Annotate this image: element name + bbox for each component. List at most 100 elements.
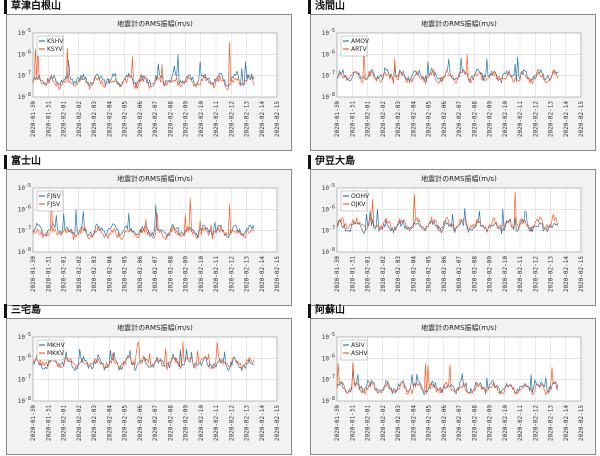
y-tick-label: 10-8 [322, 247, 335, 256]
seismic-rms-chart: 地震計のRMS振幅(m/s) 10-5 10-6 10-7 10-82020-01-30… [322, 174, 585, 293]
x-tick-label: 2020-02-04 [106, 405, 113, 442]
panel-asama: 浅間山 地震計のRMS振幅(m/s) 10-5 10-6 10-7 10-8 2020-0… [304, 0, 600, 152]
y-tick-label: 10-7 [18, 226, 31, 235]
legend-label: OJKV [351, 201, 366, 208]
y-tick-label: 10-5 [18, 28, 31, 37]
x-tick-label: 2020-02-14 [563, 405, 570, 442]
x-tick-label: 2020-02-04 [410, 101, 417, 138]
panel-title: 三宅島 [4, 304, 291, 318]
series-line-artv [336, 47, 559, 85]
x-tick-label: 2020-02-02 [380, 256, 387, 293]
x-tick-label: 2020-02-02 [76, 256, 83, 293]
x-tick-label: 2020-02-08 [167, 101, 174, 138]
x-tick-label: 2020-02-07 [152, 101, 159, 138]
legend-label: KSYV [47, 46, 63, 53]
x-tick-label: 2020-02-09 [183, 256, 190, 293]
y-tick-label: 10-8 [322, 396, 335, 405]
legend-label: MKHV [47, 342, 66, 349]
seismic-rms-chart: 地震計のRMS振幅(m/s) 10-5 10-6 10-7 10-82020-01-30… [322, 323, 585, 442]
x-tick-label: 2020-02-04 [410, 405, 417, 442]
y-tick-label: 10-5 [322, 332, 335, 341]
chart-frame: 地震計のRMS振幅(m/s) 10-5 10-6 10-7 10-8 2020-01-30… [310, 169, 596, 306]
x-tick-label: 2020-02-05 [122, 405, 129, 442]
x-tick-label: 2020-02-13 [244, 101, 251, 138]
x-tick-label: 2020-02-01 [365, 256, 372, 293]
x-tick-label: 2020-02-02 [76, 405, 83, 442]
x-tick-label: 2020-02-13 [548, 101, 555, 138]
x-tick-label: 2020-02-10 [198, 256, 205, 293]
panel-aso: 阿蘇山 地震計のRMS振幅(m/s) 10-5 10-6 10-7 10-8 2020-0… [304, 304, 600, 456]
x-tick-label: 2020-02-15 [274, 256, 281, 293]
y-tick-label: 10-5 [18, 332, 31, 341]
y-tick-label: 10-6 [18, 353, 31, 362]
seismic-rms-chart: 地震計のRMS振幅(m/s) 10-5 10-6 10-7 10-82020-01-30… [322, 19, 585, 138]
panel-title: 浅間山 [308, 0, 595, 14]
x-tick-label: 2020-02-03 [91, 101, 98, 138]
x-tick-label: 2020-02-05 [426, 256, 433, 293]
series-line-oohv [336, 207, 559, 235]
x-tick-label: 2020-02-09 [487, 256, 494, 293]
x-tick-label: 2020-02-14 [563, 101, 570, 138]
legend-label: AMOV [351, 38, 370, 45]
x-tick-label: 2020-02-10 [502, 256, 509, 293]
y-tick-label: 10-6 [322, 204, 335, 213]
x-tick-label: 2020-02-07 [456, 405, 463, 442]
x-tick-label: 2020-02-03 [395, 101, 402, 138]
y-tick-label: 10-8 [18, 92, 31, 101]
x-tick-label: 2020-02-09 [183, 101, 190, 138]
x-tick-label: 2020-02-05 [426, 405, 433, 442]
x-tick-label: 2020-02-09 [487, 101, 494, 138]
chart-frame: 地震計のRMS振幅(m/s) 10-5 10-6 10-7 10-8 2020-01-30… [6, 318, 292, 455]
legend-label: FJNV [47, 193, 62, 200]
panel-title: 伊豆大島 [308, 155, 595, 169]
x-tick-label: 2020-02-12 [228, 101, 235, 138]
x-tick-label: 2020-02-13 [548, 256, 555, 293]
x-tick-label: 2020-02-13 [548, 405, 555, 442]
x-tick-label: 2020-02-07 [456, 101, 463, 138]
series-line-ksyv [32, 41, 255, 90]
legend-label: FJSV [47, 201, 61, 208]
x-tick-label: 2020-02-03 [395, 405, 402, 442]
x-tick-label: 2020-01-31 [349, 256, 356, 293]
x-tick-label: 2020-02-09 [487, 405, 494, 442]
x-tick-label: 2020-02-11 [517, 101, 524, 138]
x-tick-label: 2020-02-13 [244, 405, 251, 442]
chart-title: 地震計のRMS振幅(m/s) [421, 323, 497, 332]
panel-title: 富士山 [4, 155, 291, 169]
x-tick-label: 2020-01-31 [45, 405, 52, 442]
x-tick-label: 2020-02-06 [137, 101, 144, 138]
y-tick-label: 10-7 [322, 226, 335, 235]
x-tick-label: 2020-02-01 [61, 256, 68, 293]
y-tick-label: 10-7 [322, 375, 335, 384]
y-tick-label: 10-8 [322, 92, 335, 101]
y-tick-label: 10-6 [18, 204, 31, 213]
x-tick-label: 2020-02-13 [244, 256, 251, 293]
series-line-asiv [336, 370, 559, 395]
x-tick-label: 2020-02-05 [122, 256, 129, 293]
panel-miyakejima: 三宅島 地震計のRMS振幅(m/s) 10-5 10-6 10-7 10-8 2020-0… [0, 304, 300, 456]
x-tick-label: 2020-01-31 [349, 405, 356, 442]
seismic-rms-chart: 地震計のRMS振幅(m/s) 10-5 10-6 10-7 10-82020-01-30… [18, 174, 281, 293]
x-tick-label: 2020-01-30 [334, 405, 341, 442]
x-tick-label: 2020-02-08 [471, 405, 478, 442]
x-tick-label: 2020-02-03 [395, 256, 402, 293]
x-tick-label: 2020-02-10 [198, 101, 205, 138]
panel-title: 阿蘇山 [308, 304, 595, 318]
x-tick-label: 2020-02-02 [380, 405, 387, 442]
x-tick-label: 2020-02-14 [563, 256, 570, 293]
x-tick-label: 2020-02-10 [198, 405, 205, 442]
seismic-rms-chart: 地震計のRMS振幅(m/s) 10-5 10-6 10-7 10-82020-01-30… [18, 323, 281, 442]
x-tick-label: 2020-01-30 [30, 405, 37, 442]
panel-fuji: 富士山 地震計のRMS振幅(m/s) 10-5 10-6 10-7 10-8 2020-0… [0, 155, 300, 307]
x-tick-label: 2020-02-06 [441, 101, 448, 138]
x-tick-label: 2020-02-11 [213, 101, 220, 138]
y-tick-label: 10-7 [18, 71, 31, 80]
chart-title: 地震計のRMS振幅(m/s) [117, 323, 193, 332]
x-tick-label: 2020-02-11 [517, 405, 524, 442]
y-tick-label: 10-5 [322, 183, 335, 192]
x-tick-label: 2020-02-11 [517, 256, 524, 293]
x-tick-label: 2020-02-10 [502, 101, 509, 138]
x-tick-label: 2020-01-31 [349, 101, 356, 138]
x-tick-label: 2020-02-03 [91, 256, 98, 293]
x-tick-label: 2020-02-02 [380, 101, 387, 138]
